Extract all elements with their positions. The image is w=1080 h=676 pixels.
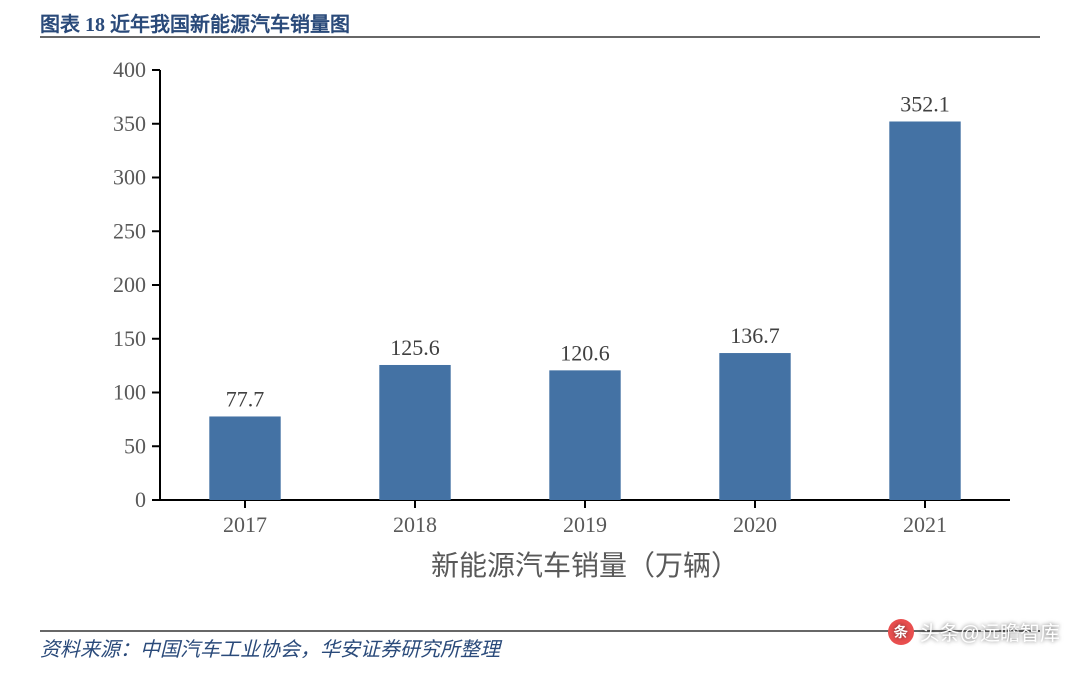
x-tick-label: 2021 bbox=[903, 512, 947, 537]
x-tick-label: 2018 bbox=[393, 512, 437, 537]
bar-value-label: 77.7 bbox=[226, 386, 265, 411]
y-tick-label: 400 bbox=[113, 57, 146, 82]
x-tick-label: 2019 bbox=[563, 512, 607, 537]
y-tick-label: 150 bbox=[113, 326, 146, 351]
y-tick-label: 300 bbox=[113, 165, 146, 190]
y-tick-label: 200 bbox=[113, 272, 146, 297]
bar-value-label: 352.1 bbox=[900, 91, 950, 116]
chart-svg: 0 50 100 150 200 250 300 350 400 2017 77.7 2018 125.… bbox=[40, 50, 1040, 590]
chart-area: 0 50 100 150 200 250 300 350 400 2017 77.7 2018 125.… bbox=[40, 50, 1040, 590]
bar-value-label: 125.6 bbox=[390, 335, 440, 360]
watermark-icon: 条 bbox=[888, 619, 914, 645]
watermark: 条 头条@远瞻智库 bbox=[888, 617, 1060, 646]
x-tick-label: 2020 bbox=[733, 512, 777, 537]
bar-value-label: 120.6 bbox=[560, 340, 610, 365]
title-rule bbox=[40, 36, 1040, 38]
x-tick-label: 2017 bbox=[223, 512, 267, 537]
y-tick-label: 50 bbox=[124, 433, 146, 458]
bar bbox=[209, 416, 280, 500]
y-tick-label: 0 bbox=[135, 487, 146, 512]
y-tick-label: 350 bbox=[113, 111, 146, 136]
x-axis-label: 新能源汽车销量（万辆） bbox=[431, 550, 739, 582]
bar bbox=[719, 353, 790, 500]
bar-value-label: 136.7 bbox=[730, 323, 780, 348]
watermark-text: 头条@远瞻智库 bbox=[920, 617, 1060, 646]
bar bbox=[549, 370, 620, 500]
bar bbox=[889, 121, 960, 500]
chart-title: 图表 18 近年我国新能源汽车销量图 bbox=[40, 8, 350, 37]
y-tick-label: 250 bbox=[113, 218, 146, 243]
source-text: 资料来源：中国汽车工业协会，华安证券研究所整理 bbox=[40, 633, 500, 662]
y-tick-label: 100 bbox=[113, 380, 146, 405]
bar bbox=[379, 365, 450, 500]
